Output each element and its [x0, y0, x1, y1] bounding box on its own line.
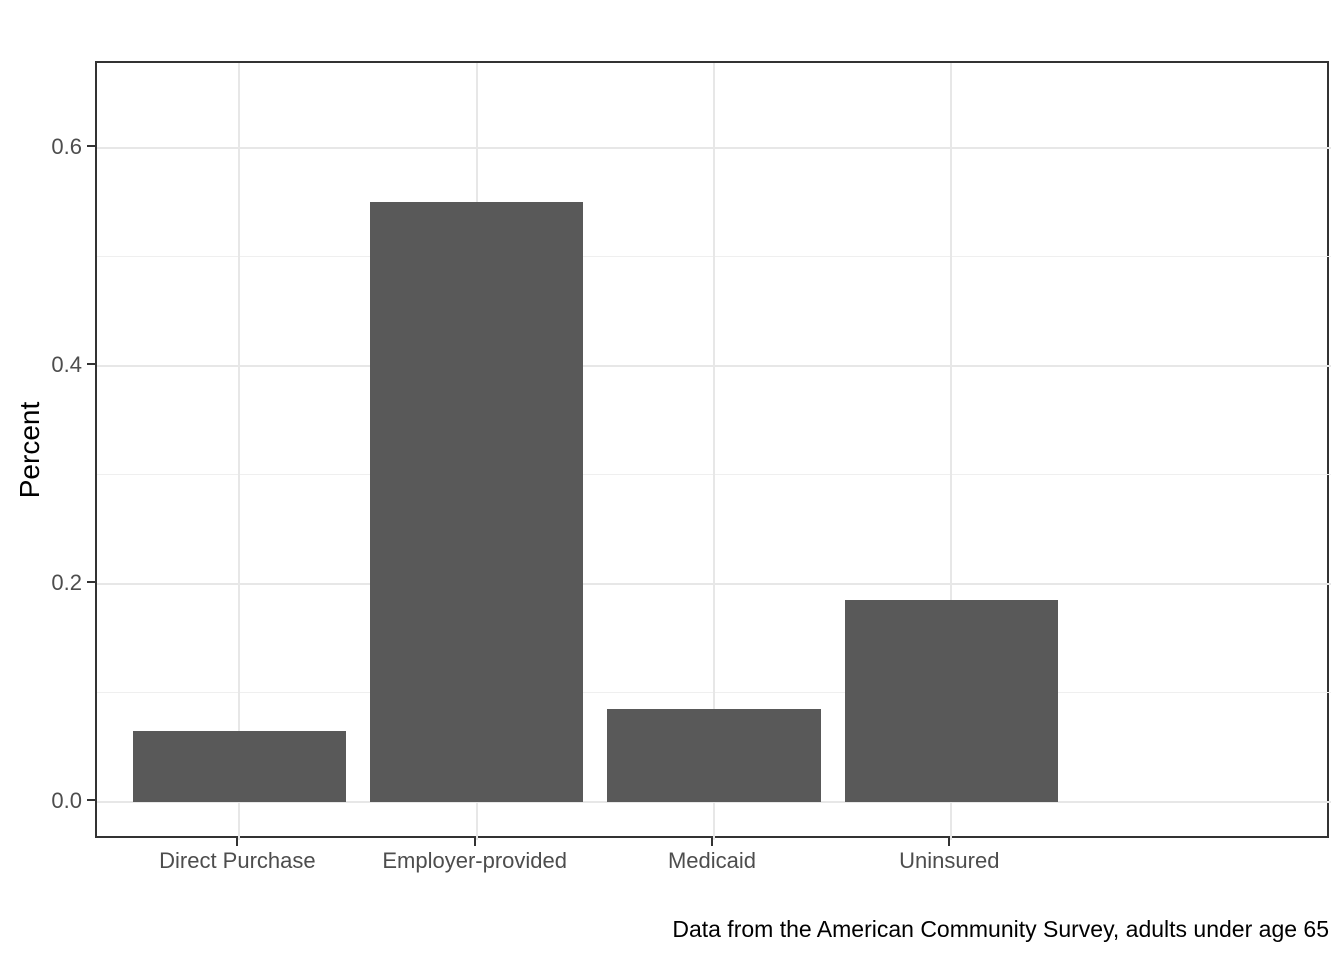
x-axis-tick-label: Employer-provided [382, 848, 567, 873]
bar-medicaid [607, 709, 821, 802]
plot-caption: Data from the American Community Survey,… [672, 916, 1329, 942]
y-axis-tick-label: 0.0 [51, 787, 82, 813]
y-axis-tick [87, 362, 95, 365]
bar-direct-purchase [132, 731, 347, 802]
bar-employer-provided [369, 202, 584, 802]
x-axis-tick-label: Uninsured [899, 848, 1000, 873]
x-axis-tick [948, 838, 951, 846]
x-axis-tick [711, 838, 713, 846]
y-axis-tick [87, 580, 95, 583]
x-axis-tick [236, 838, 239, 846]
y-axis-tick-label: 0.4 [51, 351, 82, 377]
gridline-major-vertical [713, 63, 715, 840]
y-axis-tick-label: 0.6 [51, 134, 82, 159]
bar-uninsured [844, 600, 1059, 802]
gridline-major-vertical [238, 63, 241, 840]
y-axis-tick [87, 798, 95, 801]
gridline-major-vertical [950, 63, 953, 840]
y-axis-title: Percent [14, 401, 45, 499]
x-axis-tick [473, 838, 476, 846]
x-axis-tick-label: Medicaid [667, 848, 757, 873]
y-axis-tick-label: 0.2 [51, 569, 82, 595]
x-axis-tick-label: Direct Purchase [159, 848, 316, 873]
plot-panel [95, 61, 1331, 840]
y-axis-tick [87, 145, 95, 147]
